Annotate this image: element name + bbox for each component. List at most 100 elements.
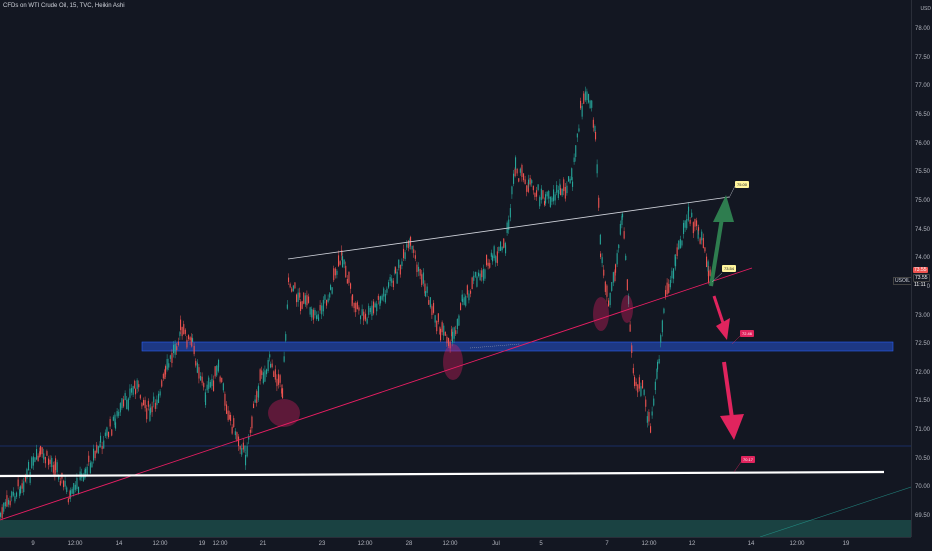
price-axis-label: 69.50 (915, 513, 931, 520)
time-axis-label: Jul (492, 541, 500, 547)
candle-body (559, 183, 561, 190)
candle-body (439, 327, 441, 335)
time-axis[interactable]: 9 12:00 14 12:00 19 12:00 21 23 12:00 28 12:00 Jul 5… (0, 537, 911, 551)
candle-body (70, 490, 72, 498)
candle-body (401, 261, 403, 267)
candle-body (135, 389, 137, 395)
candle-body (540, 188, 542, 200)
candle-body (127, 398, 129, 410)
candle-body (366, 318, 368, 324)
candle-body (456, 319, 458, 330)
candle-body (466, 285, 468, 295)
candle-body (111, 429, 113, 436)
candle-body (506, 222, 508, 233)
candle-body (358, 307, 360, 311)
touch-highlight-ellipse[interactable] (268, 399, 300, 427)
candle-body (233, 418, 235, 428)
upper-trendline[interactable] (287, 196, 730, 260)
candle-body (421, 274, 423, 286)
candle-body (289, 283, 291, 288)
candle-body (201, 376, 203, 383)
candle-body (224, 393, 226, 406)
ascending-trendline[interactable] (0, 267, 753, 521)
candle-body (373, 301, 375, 314)
candle-body (708, 270, 710, 283)
candle-body (515, 157, 517, 169)
chart-svg[interactable] (0, 0, 911, 537)
candle-body (230, 414, 232, 421)
candle-body (654, 381, 656, 391)
candle-body (369, 307, 371, 313)
current-price-tag-2: 73.55 (913, 274, 930, 282)
candle-body (511, 186, 513, 195)
horizontal-support-line[interactable] (0, 470, 885, 478)
candle-body (598, 197, 600, 208)
arrow-up-icon[interactable] (709, 195, 734, 287)
candle-body (426, 286, 428, 293)
candle-body (286, 304, 288, 309)
arrow-down-icon[interactable] (720, 361, 744, 440)
note-target-down-1[interactable]: 72.46 (740, 330, 755, 337)
touch-highlight-ellipse[interactable] (443, 344, 463, 380)
candle-body (273, 371, 275, 378)
candle-body (46, 451, 48, 456)
candle-body (363, 311, 365, 321)
candle-body (32, 456, 34, 466)
price-axis-label: 71.00 (915, 427, 931, 434)
lower-teal-trendline[interactable] (759, 486, 911, 537)
candle-body (621, 216, 623, 225)
candle-body (611, 282, 613, 291)
candle-body (622, 213, 624, 218)
candle-body (634, 376, 636, 387)
candle-body (309, 307, 311, 315)
candle-body (74, 484, 76, 490)
candle-body (437, 313, 439, 322)
heikin-ashi-candles (0, 86, 713, 521)
candle-body (392, 280, 394, 288)
candle-body (434, 315, 436, 323)
candle-body (324, 294, 326, 300)
candle-body (89, 462, 91, 474)
candle-body (696, 220, 698, 227)
candle-body (556, 185, 558, 193)
candle-body (668, 283, 670, 293)
candle-body (34, 457, 36, 462)
candle-body (221, 377, 223, 383)
candle-body (297, 292, 299, 302)
candle-body (549, 196, 551, 207)
candle-body (196, 362, 198, 373)
candle-body (501, 246, 503, 251)
candle-body (146, 408, 148, 420)
candle-body (179, 332, 181, 337)
chart-canvas[interactable]: CFDs on WTI Crude Oil, 15, TVC, Heikin A… (0, 0, 911, 537)
candle-body (168, 363, 170, 368)
candle-body (498, 246, 500, 251)
candle-body (615, 264, 617, 273)
arrow-down-icon[interactable] (712, 295, 730, 340)
candle-body (455, 330, 457, 335)
candle-body (213, 380, 215, 391)
candle-body (509, 208, 511, 218)
note-mid-price[interactable]: 73.54 (722, 265, 737, 272)
bottom-demand-zone[interactable] (0, 520, 911, 537)
touch-highlight-ellipse[interactable] (593, 297, 609, 331)
candle-body (671, 270, 673, 279)
candle-body (626, 279, 628, 291)
candle-body (198, 367, 200, 379)
candle-body (534, 192, 536, 197)
candle-body (308, 296, 310, 303)
note-target-up[interactable]: 75.00 (735, 181, 750, 188)
candle-body (64, 480, 66, 487)
candle-body (279, 375, 281, 383)
candle-body (6, 495, 8, 507)
dashed-mid-line[interactable] (469, 343, 521, 349)
candle-body (141, 403, 143, 407)
candle-body (39, 451, 41, 458)
candle-body (236, 432, 238, 441)
price-axis[interactable]: USD 78.00 77.50 77.00 76.50 76.00 75.50 75.00 7… (911, 0, 932, 537)
note-target-down-2[interactable]: 70.17 (741, 456, 756, 463)
touch-highlight-ellipse[interactable] (621, 295, 633, 323)
candle-body (37, 455, 39, 462)
candle-body (203, 383, 205, 388)
candle-body (632, 367, 634, 374)
